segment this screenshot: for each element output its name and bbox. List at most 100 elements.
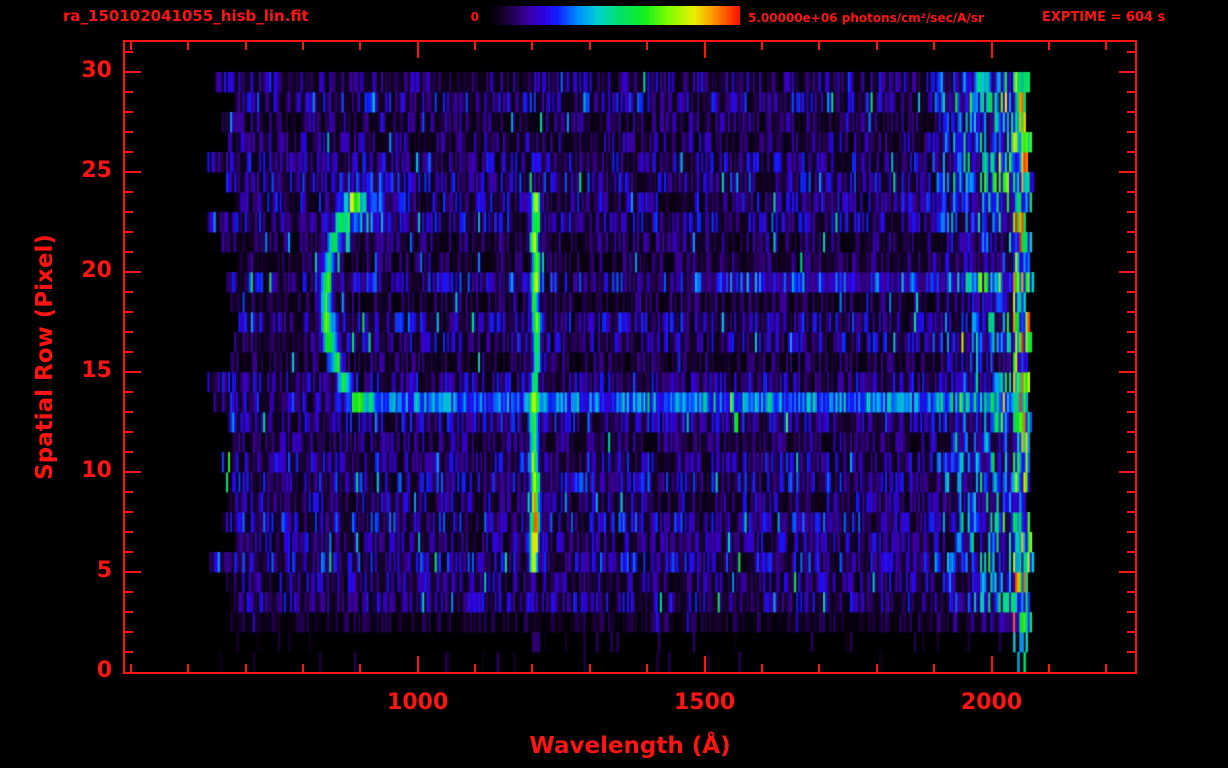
axis-tick <box>125 411 133 413</box>
axis-tick <box>1127 311 1135 313</box>
y-axis-title: Spatial Row (Pixel) <box>32 234 58 480</box>
axis-tick <box>531 42 534 50</box>
axis-tick <box>125 131 133 133</box>
axis-tick <box>359 42 362 50</box>
y-tick-label: 20 <box>81 258 112 283</box>
axis-tick <box>474 664 477 672</box>
axis-tick <box>1127 131 1135 133</box>
axis-tick <box>129 42 132 50</box>
axis-tick <box>125 151 133 153</box>
axis-tick <box>125 111 133 113</box>
axis-tick <box>416 656 419 672</box>
axis-tick <box>1127 611 1135 613</box>
axis-tick <box>1127 431 1135 433</box>
axis-tick <box>1127 151 1135 153</box>
axis-tick <box>244 42 247 50</box>
x-tick-label: 1000 <box>387 690 449 715</box>
axis-tick <box>1105 42 1108 50</box>
axis-tick <box>416 42 419 58</box>
x-axis-title: Wavelength (Å) <box>529 733 731 759</box>
axis-tick <box>588 42 591 50</box>
axis-tick <box>990 656 993 672</box>
axis-tick <box>125 351 133 353</box>
axis-tick <box>1119 171 1135 173</box>
axis-tick <box>1127 211 1135 213</box>
spectral-heatmap <box>125 42 1135 672</box>
axis-tick <box>818 664 821 672</box>
axis-tick <box>125 611 133 613</box>
axis-tick <box>1119 271 1135 273</box>
axis-tick <box>760 664 763 672</box>
axis-tick <box>125 451 133 453</box>
axis-tick <box>301 664 304 672</box>
axis-tick <box>187 42 190 50</box>
axis-tick <box>125 271 141 273</box>
axis-tick <box>1127 391 1135 393</box>
axis-tick <box>187 664 190 672</box>
colorbar-min-label: 0 <box>470 10 479 24</box>
axis-tick <box>1127 591 1135 593</box>
axis-tick <box>1127 511 1135 513</box>
axis-tick <box>646 664 649 672</box>
axis-tick <box>125 531 133 533</box>
axis-tick <box>125 311 133 313</box>
axis-tick <box>531 664 534 672</box>
axis-tick <box>1127 451 1135 453</box>
axis-tick <box>125 651 133 653</box>
axis-tick <box>125 71 141 73</box>
axis-tick <box>1047 664 1050 672</box>
y-tick-label: 30 <box>81 58 112 83</box>
filename-label: ra_150102041055_hisb_lin.fit <box>63 7 309 25</box>
axis-tick <box>125 371 141 373</box>
axis-tick <box>875 42 878 50</box>
axis-tick <box>933 42 936 50</box>
axis-tick <box>588 664 591 672</box>
axis-tick <box>125 91 133 93</box>
axis-tick <box>933 664 936 672</box>
y-tick-label: 5 <box>96 558 112 583</box>
axis-tick <box>125 331 133 333</box>
axis-tick <box>301 42 304 50</box>
axis-tick <box>125 571 141 573</box>
x-tick-label: 2000 <box>960 690 1023 715</box>
x-tick-label: 1500 <box>673 690 736 715</box>
axis-tick <box>1127 651 1135 653</box>
axis-tick <box>1127 91 1135 93</box>
axis-tick <box>125 171 141 173</box>
axis-tick <box>1127 51 1135 53</box>
axis-tick <box>125 631 133 633</box>
axis-tick <box>125 191 133 193</box>
y-tick-label: 0 <box>96 658 112 683</box>
axis-tick <box>1127 291 1135 293</box>
axis-tick <box>818 42 821 50</box>
axis-tick <box>125 591 133 593</box>
axis-tick <box>125 231 133 233</box>
axis-tick <box>646 42 649 50</box>
axis-tick <box>359 664 362 672</box>
axis-tick <box>1127 351 1135 353</box>
axis-tick <box>703 656 706 672</box>
axis-tick <box>125 291 133 293</box>
axis-tick <box>1047 42 1050 50</box>
axis-tick <box>1127 491 1135 493</box>
axis-tick <box>125 491 133 493</box>
axis-tick <box>1127 111 1135 113</box>
axis-tick <box>1119 371 1135 373</box>
axis-tick <box>129 664 132 672</box>
axis-tick <box>990 42 993 58</box>
axis-tick <box>244 664 247 672</box>
axis-tick <box>1127 411 1135 413</box>
axis-tick <box>1119 471 1135 473</box>
axis-tick <box>1127 531 1135 533</box>
axis-tick <box>125 251 133 253</box>
axis-tick <box>1127 631 1135 633</box>
axis-tick <box>1127 251 1135 253</box>
axis-tick <box>1127 231 1135 233</box>
axis-tick <box>474 42 477 50</box>
axis-tick <box>1105 664 1108 672</box>
y-tick-label: 25 <box>81 158 112 183</box>
axis-tick <box>125 471 141 473</box>
axis-tick <box>1119 71 1135 73</box>
y-tick-label: 15 <box>81 358 112 383</box>
